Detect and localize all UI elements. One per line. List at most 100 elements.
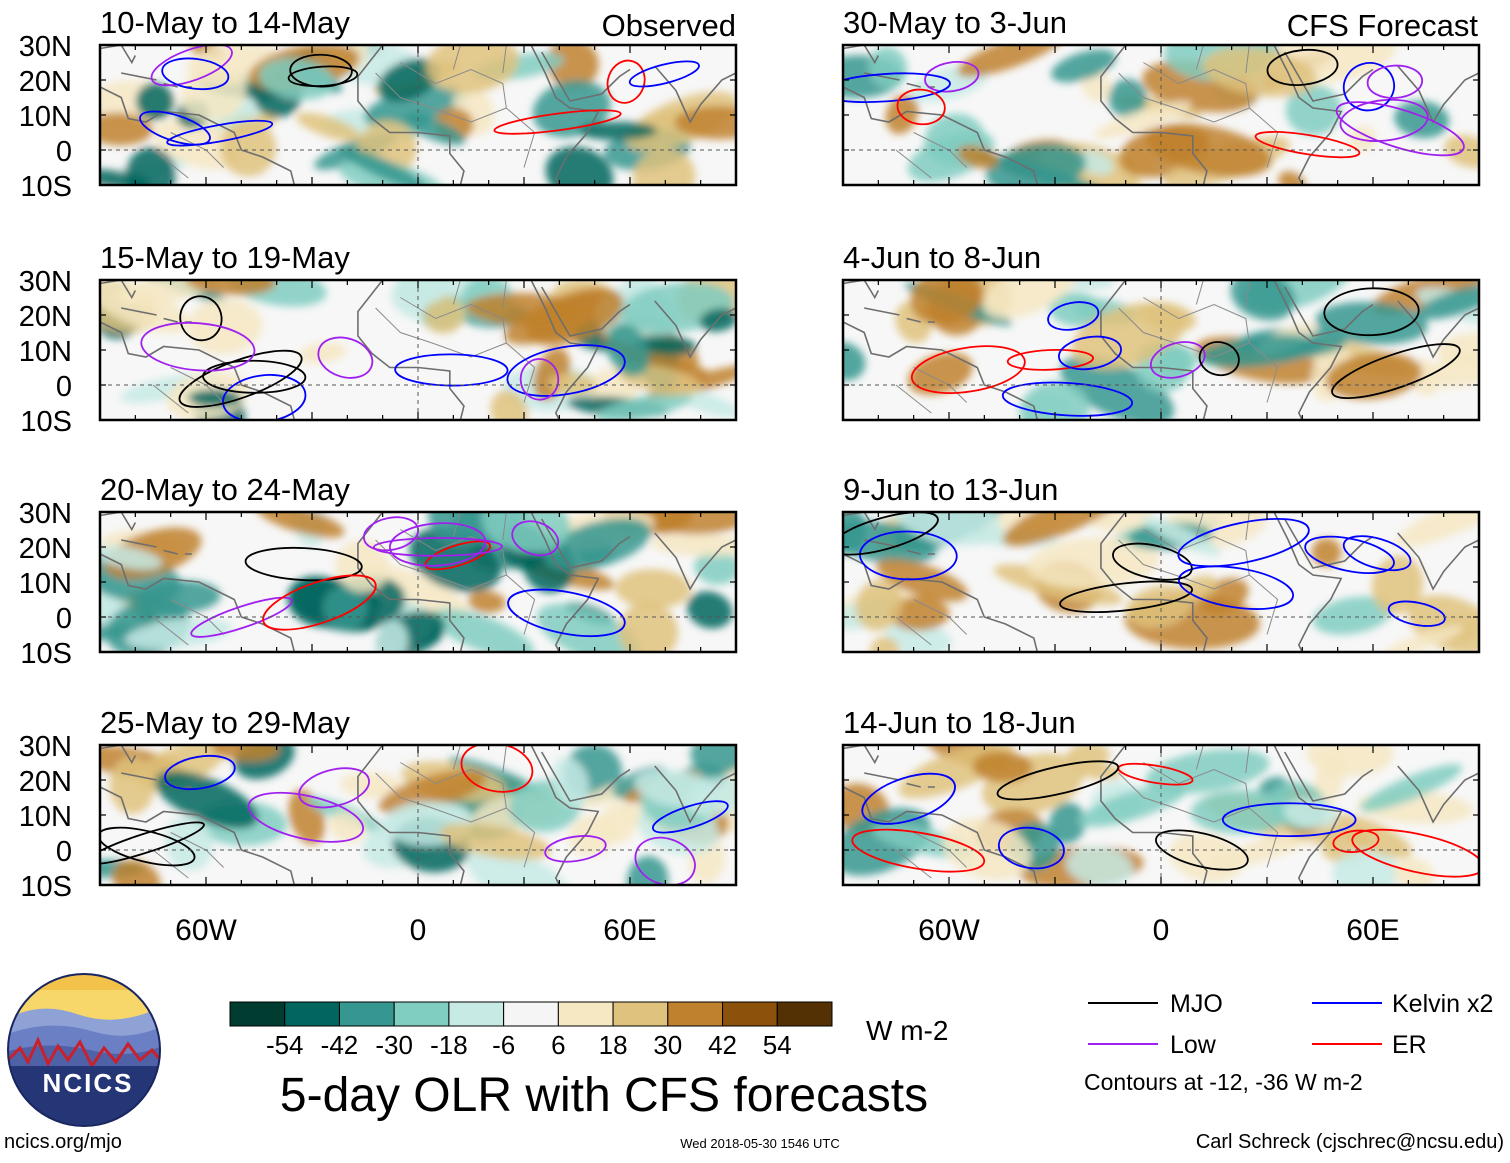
contour-mjo	[1323, 287, 1420, 337]
olr-anomaly-field	[100, 45, 736, 203]
lat-tick-label: 30N	[19, 266, 72, 298]
colorbar-units: W m-2	[866, 1015, 948, 1046]
contour-kelvin	[166, 119, 274, 147]
olr-anomaly-blob	[1230, 280, 1296, 321]
olr-anomaly-blob	[211, 745, 280, 761]
border	[1118, 280, 1279, 403]
olr-anomaly-blob	[112, 859, 161, 885]
olr-anomaly-blob	[1444, 134, 1479, 168]
coastline	[591, 427, 595, 438]
panel-period-title: 15-May to 19-May	[100, 240, 350, 275]
contour-kelvin	[1304, 535, 1395, 574]
olr-anomaly-blob	[298, 342, 347, 364]
lat-tick-label: 20N	[19, 66, 72, 98]
coastline	[357, 45, 465, 185]
olr-anomaly-blob	[1394, 100, 1450, 139]
contour-low	[317, 336, 374, 379]
colorbar-tick-label: -30	[375, 1030, 413, 1060]
olr-anomaly-blob	[1328, 813, 1413, 858]
coastline	[1334, 192, 1338, 203]
olr-anomaly-blob	[154, 770, 259, 829]
olr-anomaly-blob	[1348, 126, 1377, 152]
olr-anomaly-blob	[229, 280, 327, 307]
olr-anomaly-blob	[1190, 789, 1293, 834]
olr-anomaly-blob	[339, 147, 426, 185]
colorbar-tick-label: -6	[492, 1030, 515, 1060]
colorbar: -54 -42 -30 -18 -6 6 18 30 42 54	[229, 1001, 833, 1060]
contour-kelvin	[1001, 381, 1134, 417]
coastline	[1283, 751, 1479, 824]
lat-tick-label: 30N	[19, 498, 72, 530]
olr-anomaly-blob	[377, 58, 440, 102]
coastline	[100, 512, 137, 532]
contour-kelvin	[394, 353, 509, 387]
olr-anomaly-blob	[466, 847, 570, 885]
coastline	[843, 745, 880, 765]
coastline	[591, 192, 595, 203]
olr-anomaly-blob	[395, 280, 454, 306]
coastline	[357, 512, 465, 652]
contour-kelvin	[1047, 301, 1100, 331]
contour-er	[262, 574, 377, 631]
olr-anomaly-blob	[626, 856, 669, 885]
panel-period-title: 25-May to 29-May	[100, 705, 350, 740]
contour-kelvin	[507, 588, 626, 638]
ncics-logo: NCICS	[7, 973, 161, 1127]
olr-anomaly-blob	[632, 148, 696, 185]
olr-anomaly-blob	[1360, 764, 1463, 812]
wave-contours	[100, 745, 729, 885]
legend-label-kelvin: Kelvin x2	[1392, 990, 1493, 1018]
lat-tick-label: 10N	[19, 801, 72, 833]
colorbar-tick-label: 18	[599, 1030, 628, 1060]
country-borders	[152, 45, 536, 179]
olr-anomaly-blob	[340, 772, 404, 799]
border	[375, 745, 536, 868]
wave-contours	[910, 287, 1461, 417]
contour-low	[511, 520, 560, 557]
olr-anomaly-blob	[431, 608, 535, 652]
olr-anomaly-blob	[490, 390, 528, 420]
coastline	[843, 45, 880, 65]
colorbar-segment	[229, 1001, 286, 1027]
figure-title: 5-day OLR with CFS forecasts	[280, 1069, 928, 1122]
coastline	[843, 553, 1039, 652]
coastline	[540, 751, 736, 824]
olr-anomaly-blob	[1154, 344, 1197, 378]
colorbar-segment	[284, 1001, 340, 1027]
border	[1118, 45, 1279, 168]
coastline	[1100, 280, 1208, 420]
panel-ticks	[99, 511, 737, 653]
contour-mjo	[1112, 542, 1193, 581]
olr-anomaly-blob	[1198, 334, 1323, 368]
olr-anomaly-blob	[1383, 624, 1464, 652]
olr-anomaly-blob	[1415, 284, 1479, 320]
olr-anomaly-blob	[1395, 512, 1479, 548]
panel-ticks	[842, 44, 1480, 186]
coastline	[864, 307, 935, 323]
colorbar-segment	[338, 1001, 395, 1027]
contour-low	[519, 358, 560, 401]
border	[375, 280, 536, 403]
contour-er	[896, 88, 946, 126]
olr-anomaly-blob	[1313, 753, 1345, 807]
olr-anomaly-blob	[220, 120, 277, 177]
olr-anomaly-blob	[694, 550, 736, 585]
lat-tick-label: 30N	[19, 731, 72, 763]
olr-anomaly-blob	[599, 802, 637, 844]
olr-anomaly-blob	[1212, 829, 1317, 869]
contour-mjo	[244, 546, 363, 582]
wave-contours	[843, 512, 1446, 627]
colorbar-tick-label: -54	[266, 1030, 304, 1060]
border	[375, 45, 536, 168]
contour-kelvin	[1342, 62, 1395, 112]
contour-low	[634, 836, 696, 885]
olr-anomaly-blob	[888, 596, 950, 631]
colorbar-segment	[612, 1001, 669, 1027]
lat-tick-label: 20N	[19, 766, 72, 798]
panel-ticks	[99, 44, 737, 186]
coastline	[1100, 512, 1208, 652]
olr-anomaly-blob	[125, 618, 232, 650]
lat-tick-label: 10S	[20, 871, 72, 903]
